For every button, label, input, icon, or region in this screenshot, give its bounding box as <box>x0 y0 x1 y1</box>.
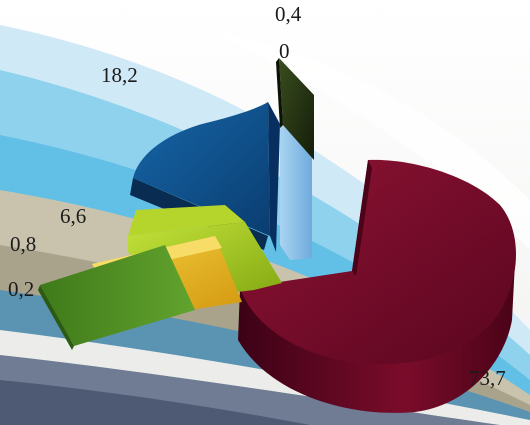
data-label-0-4: 0,4 <box>275 2 302 26</box>
data-label-6-6: 6,6 <box>60 204 86 228</box>
data-label-0-8: 0,8 <box>10 232 36 256</box>
data-label-0: 0 <box>279 39 290 63</box>
data-labels: 0,4 0 18,2 6,6 0,8 0,2 73,7 <box>8 2 506 390</box>
slice-group <box>38 58 517 413</box>
data-label-0-2: 0,2 <box>8 277 34 301</box>
pie-slice-0-2 <box>38 245 195 350</box>
pie-slice-0-4 <box>276 58 314 160</box>
data-label-18-2: 18,2 <box>101 63 138 87</box>
pie-slice-73-7 <box>238 159 517 413</box>
data-label-73-7: 73,7 <box>469 366 506 390</box>
